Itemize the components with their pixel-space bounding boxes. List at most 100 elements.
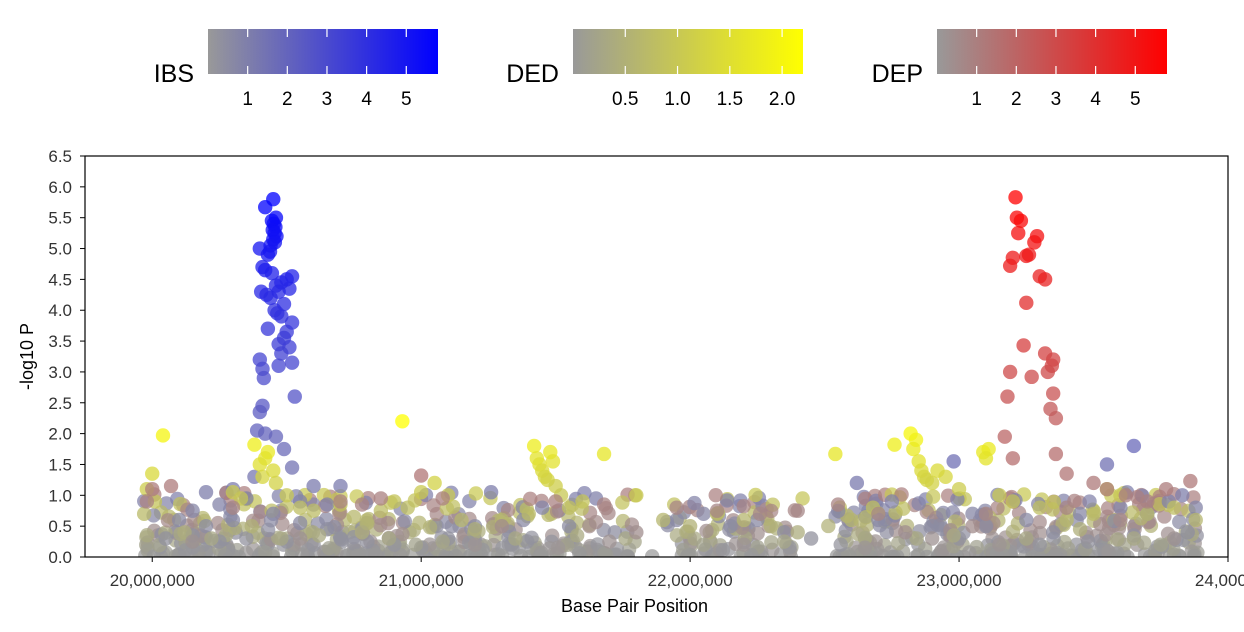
background-point — [1046, 494, 1062, 510]
point-ded — [467, 522, 483, 537]
point-ded — [777, 534, 792, 549]
background-point — [699, 523, 714, 539]
point-dep — [752, 506, 768, 522]
point-ibs — [333, 478, 348, 494]
point-ibs — [884, 494, 900, 509]
point-ibs — [1126, 438, 1142, 454]
point-dep — [1024, 369, 1039, 385]
legend-tick-label: 1.5 — [717, 89, 743, 110]
point-ibs — [260, 247, 276, 262]
point-dep — [830, 497, 846, 512]
y-tick-label: 4.0 — [48, 301, 72, 320]
background-point — [961, 545, 977, 557]
x-tick-label: 24,000,0 — [1195, 571, 1244, 590]
point-ded — [400, 500, 415, 515]
point-dep — [602, 534, 617, 549]
point-dep — [669, 500, 684, 515]
point-ibs — [1019, 512, 1034, 528]
legend-title: DED — [506, 60, 559, 88]
point-dep — [709, 503, 725, 518]
background-point — [911, 496, 926, 511]
background-point — [764, 503, 779, 519]
point-ibs — [256, 370, 272, 386]
point-dep — [871, 506, 886, 522]
background-point — [597, 546, 612, 557]
background-point — [1110, 532, 1125, 547]
point-ibs — [225, 512, 241, 528]
y-tick-label: 0.0 — [48, 548, 72, 567]
y-tick-label: 5.5 — [48, 209, 72, 228]
point-ibs — [319, 497, 335, 512]
background-point — [1157, 509, 1172, 524]
point-ded — [435, 534, 450, 549]
point-ibs — [965, 506, 980, 522]
background-point — [1099, 527, 1114, 542]
background-point — [1100, 500, 1116, 516]
background-point — [283, 549, 299, 557]
point-ded — [992, 488, 1007, 503]
point-dep — [1167, 531, 1182, 546]
point-ibs — [1180, 525, 1195, 540]
x-tick-label: 21,000,000 — [379, 571, 464, 590]
point-dep — [1002, 258, 1018, 274]
axes: 0.0 0.5 1.0 1.5 2.0 2.5 3.0 3.5 4.0 4.5 5.0 5.5 6.0 6… — [17, 147, 1244, 616]
point-ded — [575, 494, 590, 509]
background-point — [397, 514, 413, 529]
point-dep — [163, 478, 179, 494]
y-tick-label: 1.5 — [48, 455, 72, 474]
point-ded — [1188, 512, 1203, 528]
point-dep — [1027, 235, 1042, 250]
legend-colorbar — [573, 29, 803, 74]
background-point — [350, 548, 365, 557]
point-ded — [1019, 531, 1034, 546]
point-dep — [1118, 488, 1134, 503]
point-dep — [596, 497, 612, 512]
point-ded — [938, 469, 953, 484]
y-tick-label: 0.5 — [48, 517, 72, 536]
legend-colorbar — [937, 29, 1167, 74]
point-ibs — [198, 518, 214, 534]
point-dep — [1099, 481, 1115, 497]
background-point — [160, 513, 176, 528]
y-tick-label: 1.0 — [48, 486, 72, 505]
point-ded — [346, 509, 362, 525]
point-ded — [1140, 506, 1155, 522]
scatter-points — [136, 190, 1205, 557]
background-point — [550, 540, 566, 555]
background-point — [523, 491, 538, 506]
background-point — [1109, 549, 1125, 557]
point-ded — [255, 469, 270, 484]
point-ded — [763, 518, 778, 534]
point-ded — [844, 512, 859, 528]
point-ded — [454, 512, 469, 528]
y-tick-label: 2.0 — [48, 425, 72, 444]
point-dep — [435, 491, 450, 506]
point-dep — [1013, 213, 1029, 228]
background-point — [321, 540, 337, 556]
legend-tick-label: 2.0 — [769, 89, 795, 110]
point-dep — [1183, 473, 1198, 489]
point-ded — [292, 500, 308, 515]
point-dep — [1019, 248, 1034, 264]
point-ibs — [263, 290, 278, 306]
point-ded — [656, 512, 671, 528]
background-point — [1082, 494, 1097, 509]
point-ded — [736, 512, 752, 528]
point-ibs — [185, 503, 200, 518]
point-ded — [618, 531, 633, 546]
point-dep — [467, 537, 483, 552]
background-point — [468, 486, 484, 501]
background-point — [891, 536, 906, 551]
point-ded — [354, 525, 370, 540]
legend-ibs: IBS 1 2 3 4 5 — [154, 29, 438, 110]
point-ded — [252, 457, 268, 472]
point-ded — [629, 488, 644, 503]
point-ded — [177, 525, 192, 540]
point-ded — [561, 500, 577, 515]
point-ibs — [287, 389, 302, 404]
point-ibs — [252, 404, 268, 420]
x-tick-label: 22,000,000 — [648, 571, 733, 590]
color-legends: IBS 1 2 3 4 5 DED 0.5 1.0 1.5 2.0 DEP 1 2 3 4 5 — [154, 29, 1167, 110]
point-dep — [1016, 338, 1031, 353]
point-dep — [1113, 512, 1128, 528]
